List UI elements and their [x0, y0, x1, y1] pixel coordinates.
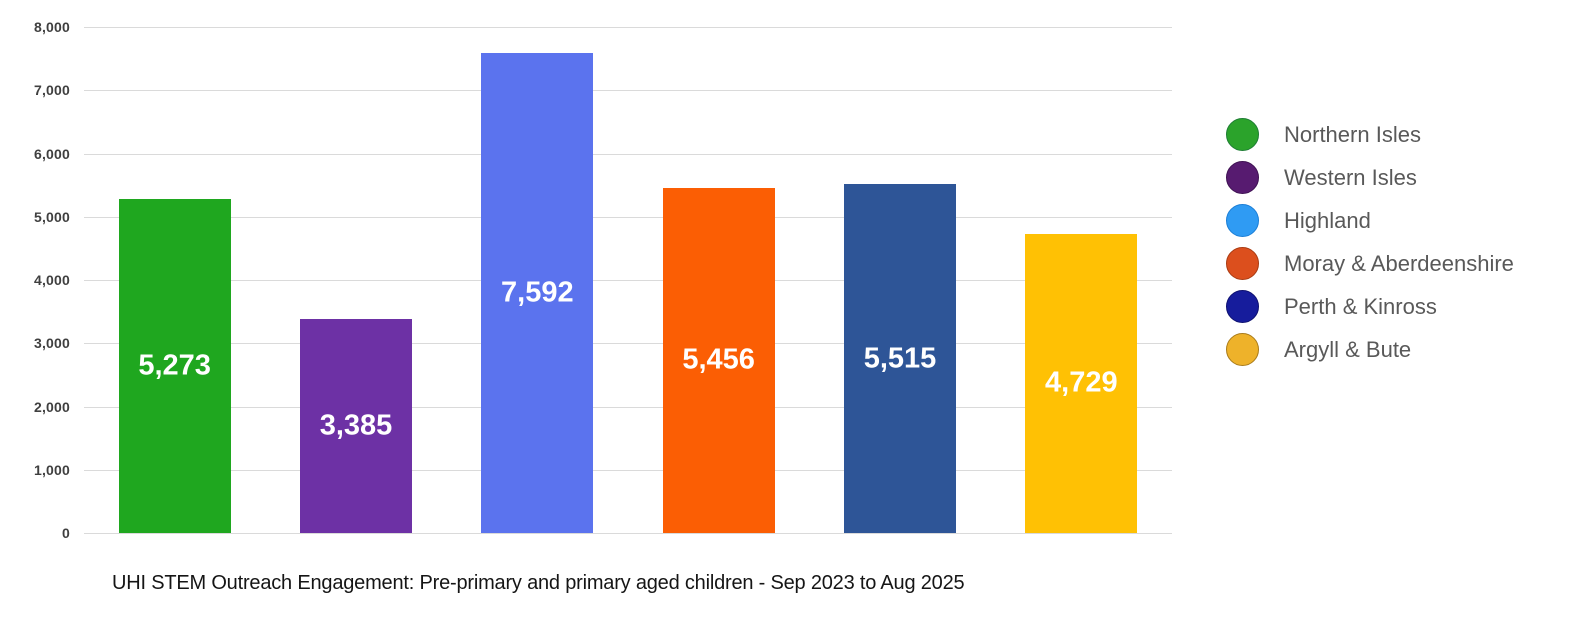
gridline	[84, 90, 1172, 92]
gridline	[84, 406, 1172, 408]
bar-value-label: 5,273	[138, 349, 211, 382]
y-axis-tick-label: 0	[62, 525, 70, 541]
legend-swatch-circle-icon	[1226, 333, 1259, 366]
bar-value-label: 5,515	[863, 342, 937, 375]
bar-argyll-bute: 4,729	[1025, 233, 1138, 533]
legend: Northern Isles Western Isles Highland Moray…	[1226, 113, 1514, 371]
bar-perth-kinross: 5,515	[844, 184, 956, 533]
gridline	[84, 343, 1172, 345]
legend-item-northern-isles: Northern Isles	[1226, 113, 1514, 156]
legend-item-label: Perth & Kinross	[1284, 293, 1437, 319]
legend-item-label: Argyll & Bute	[1284, 336, 1412, 362]
bar-value-label: 5,456	[682, 343, 755, 376]
y-axis-tick-label: 6,000	[33, 145, 70, 162]
gridline	[84, 469, 1172, 471]
legend-item-western-isles: Western Isles	[1226, 156, 1514, 199]
gridline	[84, 216, 1172, 218]
gridline	[84, 280, 1172, 281]
bar-value-label: 7,592	[501, 276, 574, 309]
plot-area: 5,273 3,385 7,592 5,456 5,515 4,729	[84, 27, 1172, 534]
y-axis-tick-label: 1,000	[33, 461, 70, 478]
y-axis-tick-label: 2,000	[33, 398, 70, 415]
bar-northern-isles: 5,273	[118, 199, 231, 533]
legend-swatch-circle-icon	[1226, 247, 1259, 280]
y-axis-tick-label: 7,000	[33, 82, 70, 99]
legend-item-argyll-bute: Argyll & Bute	[1226, 328, 1514, 371]
legend-swatch-circle-icon	[1226, 161, 1259, 194]
legend-item-moray-aberdeenshire: Moray & Aberdeenshire	[1226, 242, 1514, 285]
legend-item-highland: Highland	[1226, 199, 1514, 242]
gridline	[84, 153, 1172, 155]
bar-value-label: 4,729	[1045, 366, 1118, 399]
bar-value-label: 3,385	[319, 409, 393, 442]
legend-item-label: Highland	[1284, 207, 1371, 233]
legend-swatch-circle-icon	[1226, 118, 1259, 151]
bar-western-isles: 3,385	[300, 318, 412, 533]
y-axis-tick-label: 8,000	[33, 19, 70, 35]
legend-item-label: Moray & Aberdeenshire	[1284, 250, 1514, 276]
y-axis-tick-label: 5,000	[33, 208, 70, 225]
legend-swatch-circle-icon	[1226, 204, 1259, 237]
gridline	[84, 27, 1172, 28]
legend-swatch-circle-icon	[1226, 290, 1259, 323]
legend-item-label: Northern Isles	[1284, 121, 1421, 147]
bar-highland: 7,592	[481, 52, 594, 533]
legend-item-label: Western Isles	[1284, 164, 1417, 190]
chart-caption: UHI STEM Outreach Engagement: Pre-primar…	[112, 572, 965, 594]
bar-moray-aberdeenshire: 5,456	[662, 187, 775, 533]
gridline	[84, 533, 1172, 534]
y-axis-tick-label: 3,000	[33, 335, 70, 352]
y-axis-tick-label: 4,000	[33, 272, 70, 288]
legend-item-perth-kinross: Perth & Kinross	[1226, 285, 1514, 328]
